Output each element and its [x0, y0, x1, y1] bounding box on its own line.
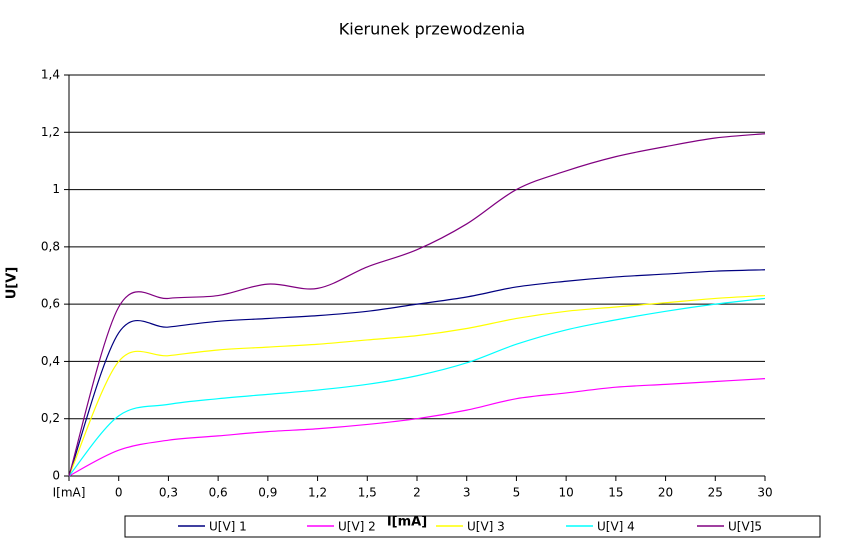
x-tick-label: 25 [708, 486, 723, 500]
x-tick-label: 10 [559, 486, 574, 500]
y-tick-label: 0,8 [41, 239, 60, 253]
x-tick-label: 0,6 [209, 486, 228, 500]
legend-label: U[V] 1 [209, 520, 247, 534]
x-tick-label: 5 [513, 486, 521, 500]
y-tick-label: 0,4 [41, 354, 60, 368]
x-tick-label: 2 [413, 486, 421, 500]
x-tick-label: 0,3 [159, 486, 178, 500]
x-tick-label: I[mA] [53, 486, 86, 500]
x-tick-label: 1,2 [308, 486, 327, 500]
series-line [68, 294, 766, 477]
x-tick-label: 20 [658, 486, 673, 500]
legend-box [124, 515, 821, 538]
x-tick-label: 0,9 [258, 486, 277, 500]
y-tick-label: 1 [52, 182, 60, 196]
legend-label: U[V]5 [728, 520, 762, 534]
chart-title: Kierunek przewodzenia [339, 20, 525, 39]
y-tick-label: 0,2 [41, 411, 60, 425]
y-tick-label: 1,2 [41, 125, 60, 139]
series-line [68, 378, 766, 477]
x-axis-title: I[mA] [387, 515, 427, 530]
x-tick-label: 0 [115, 486, 123, 500]
y-axis-title: U[V] [5, 267, 20, 300]
series-line [68, 133, 766, 477]
legend-label: U[V] 2 [338, 520, 376, 534]
y-tick-label: 0 [52, 469, 60, 483]
legend-label: U[V] 3 [467, 520, 505, 534]
x-tick-label: 15 [608, 486, 623, 500]
x-tick-label: 3 [463, 486, 471, 500]
y-tick-label: 1,4 [41, 68, 60, 82]
series-line [68, 297, 766, 477]
y-tick-label: 0,6 [41, 297, 60, 311]
x-tick-label: 1,5 [358, 486, 377, 500]
series-line [68, 269, 766, 477]
x-tick-label: 30 [757, 486, 772, 500]
legend-label: U[V] 4 [597, 520, 635, 534]
